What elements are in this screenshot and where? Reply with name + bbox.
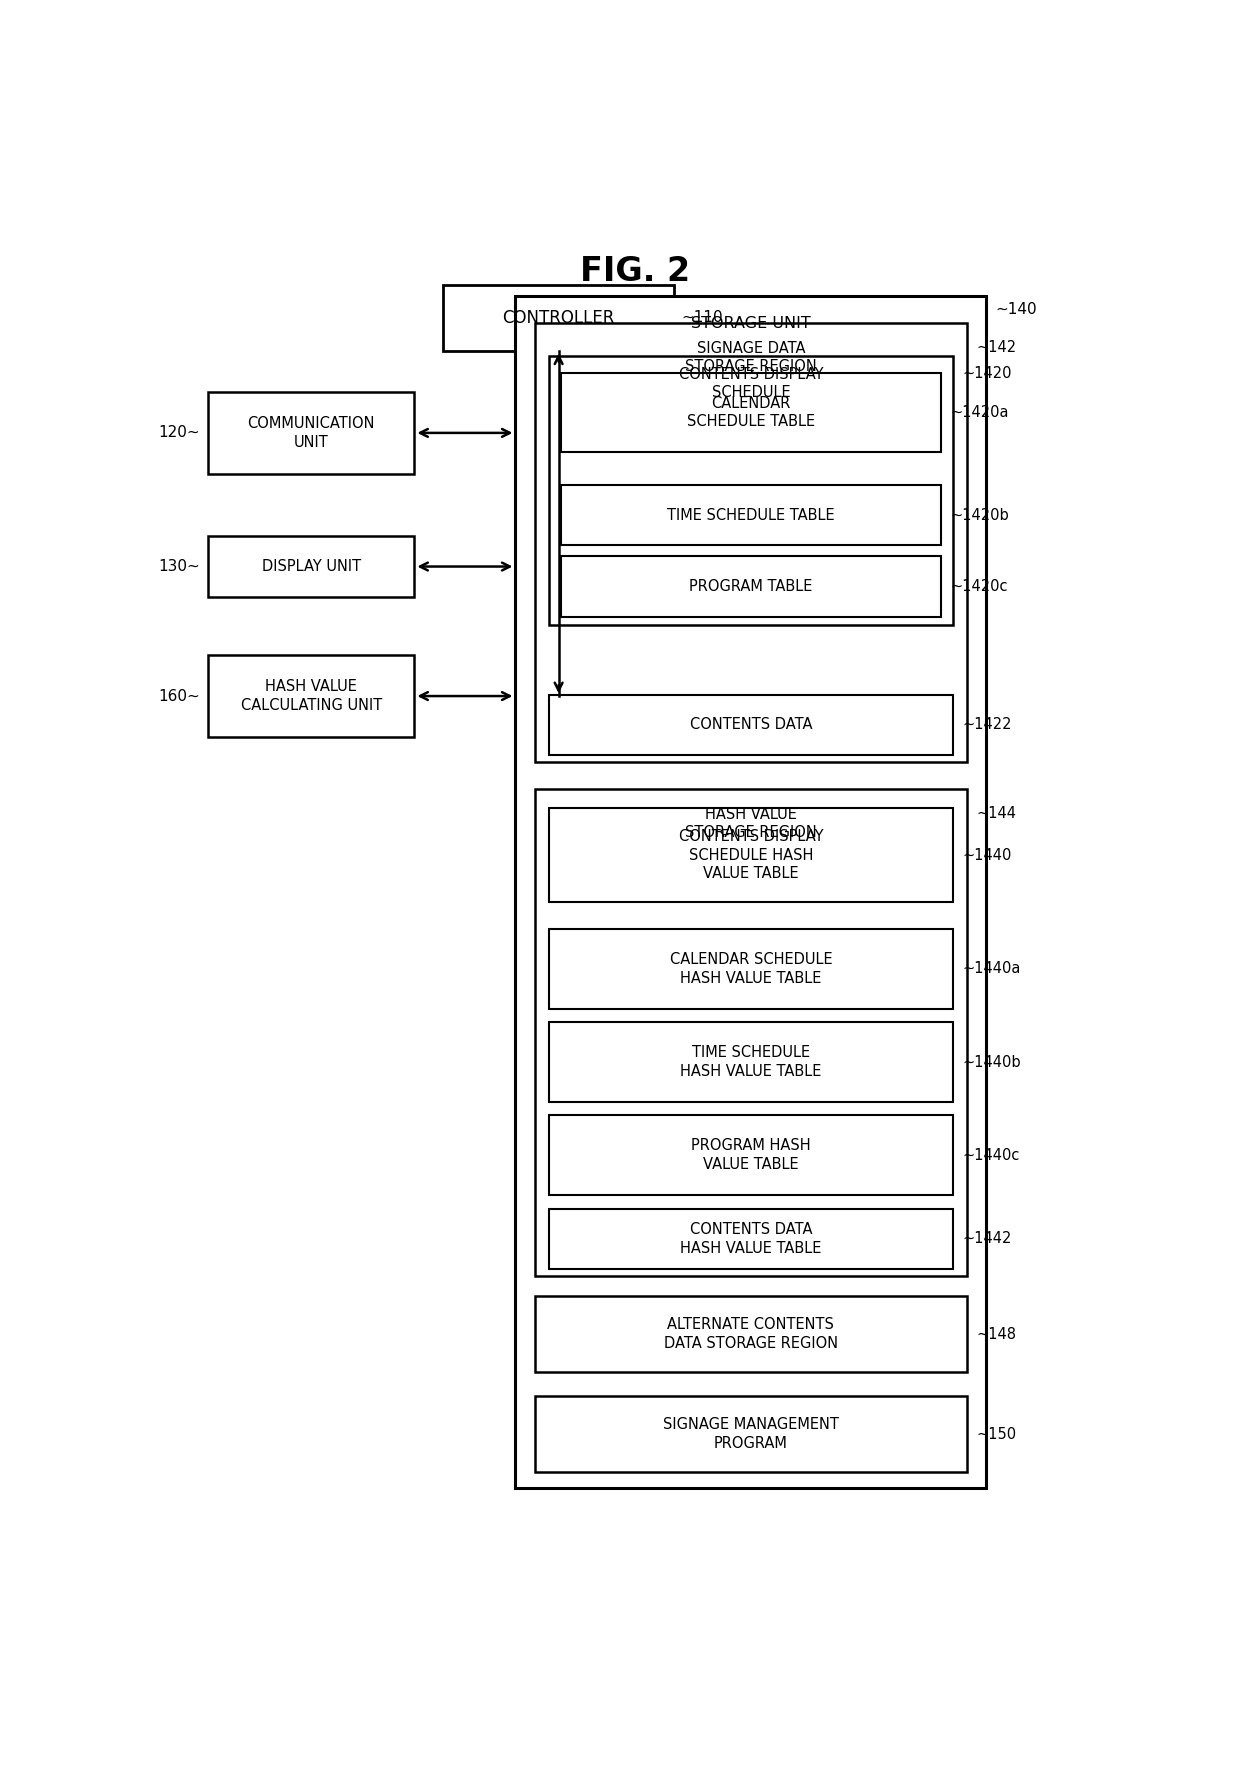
Text: COMMUNICATION
UNIT: COMMUNICATION UNIT [248,417,374,450]
Text: PROGRAM HASH
VALUE TABLE: PROGRAM HASH VALUE TABLE [691,1139,811,1171]
Text: CONTENTS DATA: CONTENTS DATA [689,717,812,732]
Bar [208,536,414,598]
Bar [534,324,967,762]
Text: STORAGE UNIT: STORAGE UNIT [691,315,811,331]
Text: CALENDAR
SCHEDULE TABLE: CALENDAR SCHEDULE TABLE [687,395,815,429]
Bar [534,1296,967,1372]
Text: 160∼: 160∼ [159,689,200,703]
Bar [549,694,952,755]
Text: CONTROLLER: CONTROLLER [502,308,615,328]
Text: FIG. 2: FIG. 2 [580,255,691,288]
Text: SIGNAGE MANAGEMENT
PROGRAM: SIGNAGE MANAGEMENT PROGRAM [663,1417,838,1451]
Bar [549,1209,952,1269]
Text: ∼148: ∼148 [977,1326,1017,1342]
Bar [549,929,952,1009]
Text: CONTENTS DISPLAY
SCHEDULE HASH
VALUE TABLE: CONTENTS DISPLAY SCHEDULE HASH VALUE TAB… [678,829,823,881]
Text: HASH VALUE
STORAGE REGION: HASH VALUE STORAGE REGION [684,808,817,840]
Text: ∼1420c: ∼1420c [951,578,1008,595]
Bar [208,392,414,473]
Text: CALENDAR SCHEDULE
HASH VALUE TABLE: CALENDAR SCHEDULE HASH VALUE TABLE [670,952,832,986]
Text: ∼1442: ∼1442 [962,1232,1012,1246]
Text: CONTENTS DISPLAY
SCHEDULE: CONTENTS DISPLAY SCHEDULE [678,367,823,401]
Bar [208,655,414,737]
Bar [560,372,941,452]
Bar [549,356,952,625]
Text: DISPLAY UNIT: DISPLAY UNIT [262,559,361,573]
Bar [560,555,941,616]
Text: ∼140: ∼140 [996,303,1038,317]
Bar [549,1116,952,1194]
Text: CONTENTS DATA
HASH VALUE TABLE: CONTENTS DATA HASH VALUE TABLE [680,1223,822,1255]
Text: ∼1440b: ∼1440b [962,1054,1021,1070]
Bar [516,295,986,1488]
Text: ∼1440a: ∼1440a [962,961,1021,975]
Bar [560,484,941,545]
Bar [534,789,967,1276]
Bar [534,1397,967,1472]
Text: SIGNAGE DATA
STORAGE REGION: SIGNAGE DATA STORAGE REGION [684,342,817,374]
Text: 130∼: 130∼ [159,559,200,573]
Text: PROGRAM TABLE: PROGRAM TABLE [689,578,812,595]
Text: ∼1420a: ∼1420a [951,404,1009,420]
Bar [444,285,675,351]
Text: ∼1420b: ∼1420b [951,507,1009,523]
Bar [549,808,952,902]
Text: ALTERNATE CONTENTS
DATA STORAGE REGION: ALTERNATE CONTENTS DATA STORAGE REGION [663,1317,838,1351]
Text: 120∼: 120∼ [159,425,200,440]
Text: HASH VALUE
CALCULATING UNIT: HASH VALUE CALCULATING UNIT [241,680,382,712]
Bar [549,1022,952,1102]
Text: TIME SCHEDULE TABLE: TIME SCHEDULE TABLE [667,507,835,523]
Text: ∼150: ∼150 [977,1426,1017,1442]
Text: ∼1440c: ∼1440c [962,1148,1019,1162]
Text: TIME SCHEDULE
HASH VALUE TABLE: TIME SCHEDULE HASH VALUE TABLE [680,1045,822,1079]
Text: ∼144: ∼144 [977,806,1017,821]
Text: ∼1440: ∼1440 [962,847,1012,863]
Text: ∼142: ∼142 [977,340,1017,356]
Text: ∼1422: ∼1422 [962,717,1012,732]
Text: ∼1420: ∼1420 [962,367,1012,381]
Text: ∼110: ∼110 [682,310,723,326]
